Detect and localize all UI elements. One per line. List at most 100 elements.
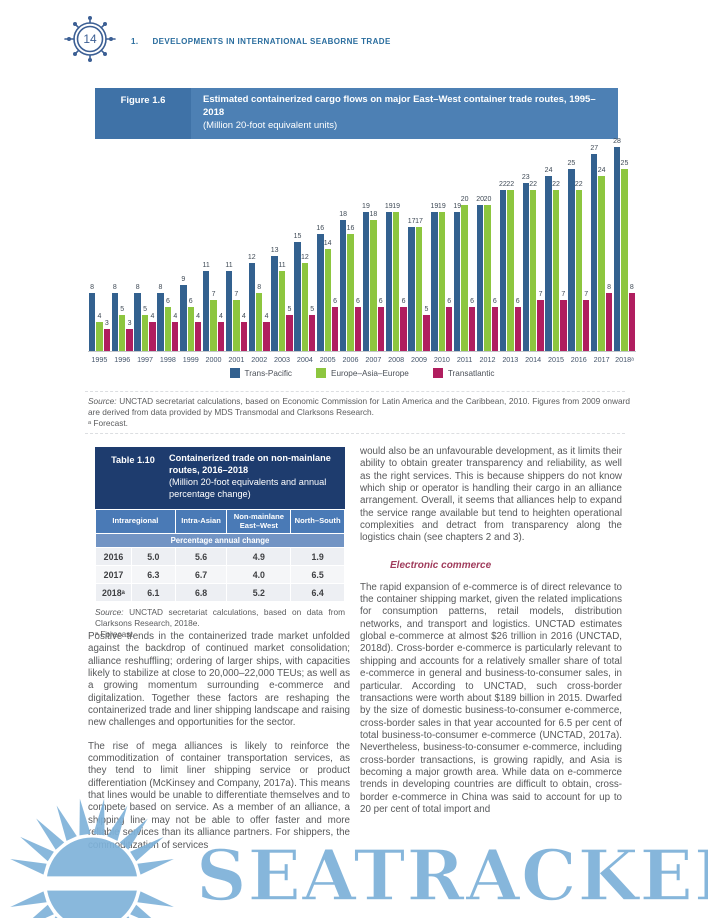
bar	[522, 183, 529, 351]
bar-group: 22 22 6	[499, 140, 522, 351]
table-title: Containerized trade on non-mainlane rout…	[169, 453, 331, 475]
bar-group: 19 18 6	[362, 140, 385, 351]
bar-europe-asia-europe: 6	[187, 298, 194, 351]
bar	[468, 307, 476, 351]
paragraph: would also be an unfavourable developmen…	[360, 446, 622, 544]
bar-europe-asia-europe: 12	[301, 254, 309, 351]
cell-value: 6.4	[290, 583, 345, 603]
bar	[621, 168, 628, 351]
bar	[560, 299, 567, 351]
bar-value-label: 19	[392, 203, 401, 211]
bar-value-label: 17	[415, 217, 423, 225]
figure-1-6-chart: 8 4 3 8 5 3 8 5 4 8 6 4 9 6 4 11 7 4 11 7 4 12 8 4 13 11 5 15 12 5 16 1…	[88, 138, 636, 364]
bar-group: 12 8 4	[248, 140, 271, 351]
col-header-north-south: North–South	[290, 508, 345, 535]
legend-item: Trans-Pacific	[229, 368, 292, 378]
table-title-block: Containerized trade on non-mainlane rout…	[169, 453, 339, 501]
left-text-column: Positive trends in the containerized tra…	[88, 631, 350, 852]
bar	[370, 219, 377, 351]
bar-value-label: 7	[561, 290, 566, 298]
bar-europe-asia-europe: 19	[438, 203, 446, 351]
bar	[157, 292, 164, 351]
bar	[141, 314, 149, 351]
bar-transatlantic: 5	[423, 306, 430, 351]
bar-value-label: 16	[316, 225, 325, 233]
bar-value-label: 14	[323, 239, 332, 247]
bar-trans-pacific: 11	[202, 262, 210, 351]
bar-group: 20 20 6	[476, 140, 499, 351]
bar-value-label: 19	[384, 203, 393, 211]
paragraph: The rise of mega alliances is likely to …	[88, 740, 350, 851]
bar	[537, 299, 544, 351]
bar	[317, 234, 324, 351]
axis-year-label: 2012	[479, 355, 496, 364]
bar-transatlantic: 4	[149, 313, 156, 351]
bar	[225, 270, 233, 351]
bar-group: 18 16 6	[339, 140, 362, 351]
paragraph: Positive trends in the containerized tra…	[88, 631, 350, 729]
bar-value-label: 4	[97, 312, 102, 320]
bar-value-label: 3	[104, 320, 109, 328]
bar-transatlantic: 4	[172, 313, 179, 351]
bar-value-label: 4	[264, 312, 269, 320]
bar-group: 11 7 4	[202, 140, 225, 351]
bar-transatlantic: 8	[628, 284, 636, 351]
bar-value-label: 27	[590, 144, 599, 152]
axis-year-label: 2011	[456, 355, 473, 364]
bar-group: 17 17 5	[408, 140, 431, 351]
bar-group: 19 20 6	[453, 140, 476, 351]
bar-value-label: 7	[584, 290, 589, 298]
bar	[454, 212, 461, 351]
bar-transatlantic: 6	[331, 298, 339, 351]
table-source-note: Source: UNCTAD secretariat calculations,…	[95, 607, 345, 640]
bar-group: 25 22 7	[567, 140, 590, 351]
bar	[278, 270, 286, 351]
paragraph: The rapid expansion of e-commerce is of …	[360, 581, 622, 815]
bar	[149, 321, 156, 351]
bar	[248, 263, 256, 351]
table-band-row: Percentage annual change	[95, 533, 345, 549]
bar-value-label: 19	[437, 203, 446, 211]
non-mainlane-routes-table: Intraregional Intra-Asian Non-mainlane E…	[95, 508, 345, 603]
axis-year-label: 2002	[251, 355, 268, 364]
bar	[294, 241, 301, 351]
bar-value-label: 6	[470, 298, 474, 306]
bar-transatlantic: 7	[560, 291, 567, 351]
bar	[415, 226, 423, 351]
bar-value-label: 19	[430, 203, 439, 211]
bar-transatlantic: 8	[605, 284, 613, 351]
right-text-column: would also be an unfavourable developmen…	[360, 446, 622, 816]
bar	[172, 321, 179, 351]
legend-swatch	[229, 368, 240, 378]
cell-value: 6.5	[290, 565, 345, 585]
axis-year-label: 1999	[182, 355, 199, 364]
bar	[423, 314, 430, 351]
axis-year-label: 2008	[388, 355, 405, 364]
chapter-number: 1.	[131, 37, 139, 46]
bar-group: 23 22 7	[522, 140, 545, 351]
bar-europe-asia-europe: 7	[210, 291, 217, 351]
bar-value-label: 5	[120, 305, 125, 313]
table-row: 2017 6.3 6.7 4.0 6.5	[95, 565, 345, 585]
bar-value-label: 8	[607, 283, 611, 291]
bar	[119, 314, 126, 351]
bar-trans-pacific: 27	[590, 145, 598, 351]
axis-year-label: 1997	[137, 355, 154, 364]
bar	[202, 270, 210, 351]
ship-wheel-page-number-icon: 14	[64, 16, 116, 62]
bar-value-label: 18	[339, 210, 348, 218]
bar-trans-pacific: 18	[339, 211, 347, 351]
bar-europe-asia-europe: 11	[278, 262, 286, 351]
figure-title: Estimated containerized cargo flows on m…	[203, 94, 596, 118]
bar-value-label: 22	[506, 181, 515, 189]
bar-value-label: 5	[287, 305, 292, 313]
bar-trans-pacific: 8	[134, 284, 141, 351]
legend-swatch	[316, 368, 327, 378]
bar-europe-asia-europe: 17	[415, 218, 423, 351]
bar	[514, 307, 521, 351]
axis-year-label: 2014	[525, 355, 542, 364]
bar-trans-pacific: 19	[431, 203, 438, 351]
bar-value-label: 8	[112, 283, 117, 291]
bar	[111, 292, 119, 351]
